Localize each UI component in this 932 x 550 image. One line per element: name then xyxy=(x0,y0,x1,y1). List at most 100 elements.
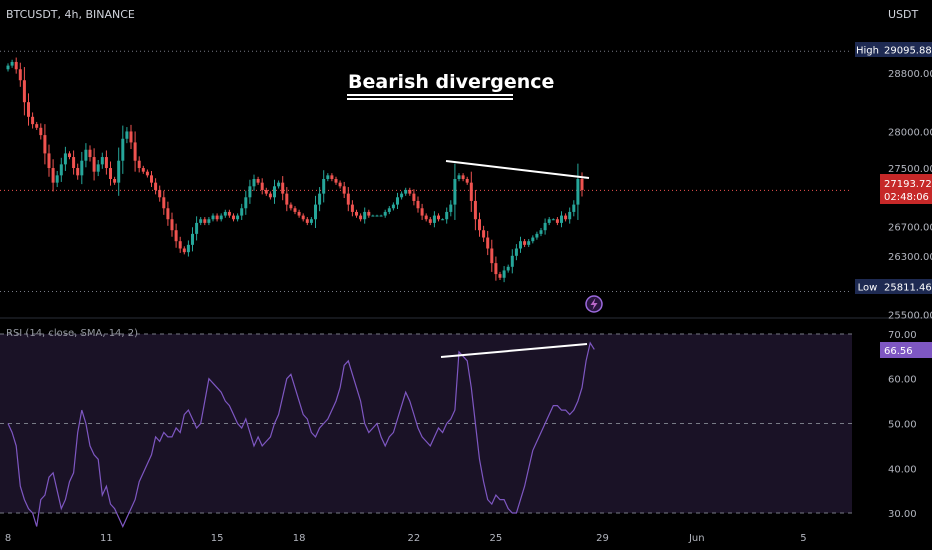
candle xyxy=(223,209,227,218)
time-tick-label: 11 xyxy=(100,533,113,544)
candle-body xyxy=(248,186,252,198)
candle-body xyxy=(117,160,121,183)
candle-body xyxy=(519,241,522,249)
candle xyxy=(145,169,149,178)
candle xyxy=(96,159,100,177)
candle-body xyxy=(523,241,527,245)
candle xyxy=(236,213,240,222)
candle-body xyxy=(203,219,207,223)
candle xyxy=(359,213,363,222)
candle xyxy=(256,176,260,185)
annotation-text: Bearish divergence xyxy=(348,71,554,93)
candle xyxy=(568,207,572,224)
candle-body xyxy=(55,175,59,183)
candle-body xyxy=(572,204,576,212)
candle-body xyxy=(379,215,383,217)
candle xyxy=(543,218,547,235)
candle-body xyxy=(355,211,358,216)
candle-body xyxy=(219,215,223,220)
candle-body xyxy=(6,65,10,70)
candle-body xyxy=(338,182,342,187)
candle-body xyxy=(309,219,313,223)
rsi-tick-label: 60.00 xyxy=(888,375,917,386)
candle xyxy=(527,238,531,248)
price-tick-label: 25500.00 xyxy=(888,310,932,321)
candle-body xyxy=(564,215,568,220)
candle xyxy=(35,121,39,130)
rsi-line xyxy=(7,341,595,528)
time-tick-label: Jun xyxy=(688,533,705,544)
rsi-indicator-label[interactable]: RSI (14, close, SMA, 14, 2) xyxy=(6,328,138,339)
candle xyxy=(43,124,47,165)
candle xyxy=(510,249,514,274)
candle-body xyxy=(428,219,432,223)
candle-body xyxy=(359,215,363,220)
candle-body xyxy=(465,179,469,183)
candle xyxy=(379,214,383,217)
candle xyxy=(326,173,330,182)
candle-body xyxy=(289,204,293,209)
time-tick-label: 5 xyxy=(800,533,806,544)
candle-body xyxy=(129,131,133,143)
candle-body xyxy=(322,179,326,194)
candle-body xyxy=(236,215,240,220)
candle xyxy=(68,151,71,160)
candle xyxy=(133,131,137,172)
candle-body xyxy=(334,179,338,183)
candle-body xyxy=(162,197,166,209)
candle xyxy=(129,124,133,150)
rsi-trendline[interactable] xyxy=(440,343,588,358)
candle-body xyxy=(150,175,153,183)
candle xyxy=(211,213,215,222)
candle xyxy=(330,173,334,182)
candle-body xyxy=(285,193,289,205)
candle xyxy=(39,123,43,140)
candle-body xyxy=(18,69,22,81)
price-trendline[interactable] xyxy=(445,160,590,179)
candle-body xyxy=(137,160,141,169)
candle xyxy=(482,225,486,242)
candle-body xyxy=(527,241,531,245)
candle-body xyxy=(432,215,436,223)
candle-body xyxy=(31,116,35,125)
lightning-icon[interactable] xyxy=(585,295,603,313)
candle xyxy=(531,235,535,244)
candle xyxy=(55,170,59,188)
candle-body xyxy=(367,211,371,216)
candle xyxy=(260,178,264,195)
candle xyxy=(334,176,338,185)
candle-body xyxy=(199,219,203,223)
rsi-series xyxy=(7,341,595,528)
candle xyxy=(318,187,322,212)
candle-body xyxy=(387,208,391,212)
candle xyxy=(215,213,219,222)
candle-body xyxy=(461,175,465,179)
candle-body xyxy=(478,219,481,231)
candle xyxy=(104,150,108,175)
candle-body xyxy=(408,189,412,194)
candle xyxy=(51,159,55,192)
candle xyxy=(560,211,563,228)
candle-body xyxy=(441,219,445,221)
candle-body xyxy=(453,179,457,205)
time-tick-label: 29 xyxy=(596,533,609,544)
candle-body xyxy=(301,215,305,220)
candle-body xyxy=(555,219,559,223)
candle-body xyxy=(371,215,375,217)
candle xyxy=(240,203,244,220)
candle xyxy=(309,217,313,226)
last-price-badge: 27193.72 02:48:06 xyxy=(880,174,932,204)
candle-body xyxy=(482,230,486,238)
candle-body xyxy=(186,244,190,253)
candle-body xyxy=(215,215,219,220)
candle xyxy=(84,143,88,168)
candle xyxy=(182,246,186,255)
candle-body xyxy=(498,274,502,278)
candle-body xyxy=(227,211,231,216)
candle-body xyxy=(293,208,297,212)
candle xyxy=(195,216,199,241)
candle xyxy=(162,190,166,215)
candle-body xyxy=(100,157,104,165)
time-tick-label: 18 xyxy=(293,533,306,544)
